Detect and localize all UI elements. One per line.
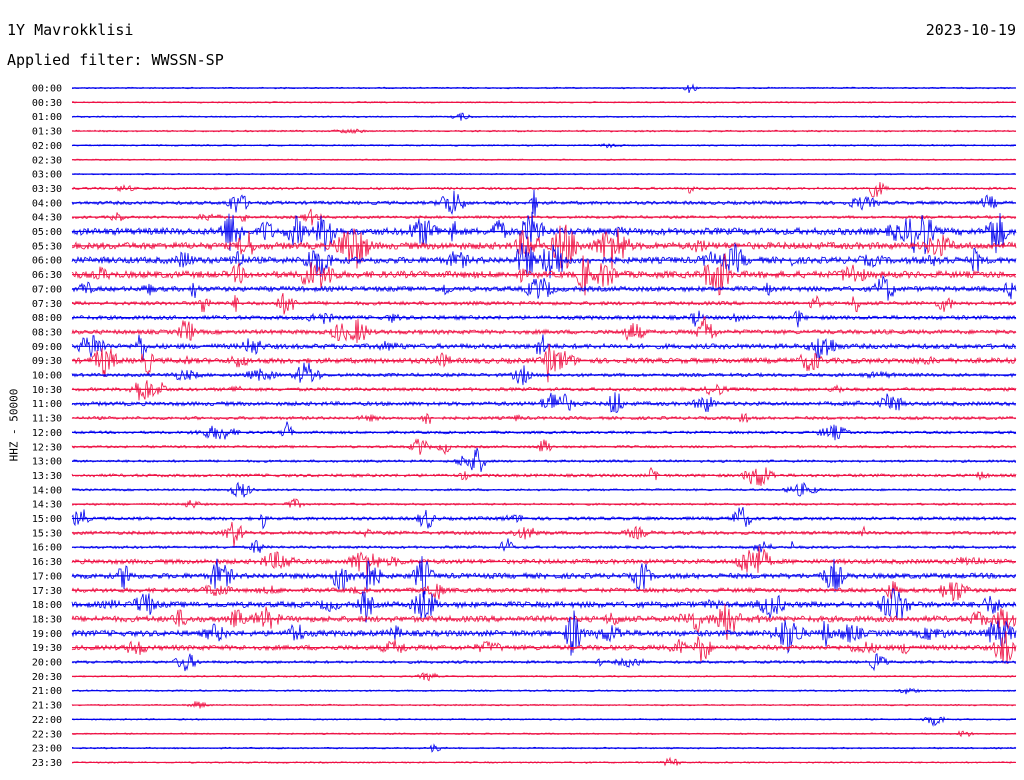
date-label: 2023-10-19 [925, 21, 1016, 39]
seismic-trace [71, 182, 1017, 198]
row-time-label: 06:30 [32, 270, 62, 281]
row-time-label: 08:30 [32, 327, 62, 338]
seismic-trace [71, 438, 1017, 456]
row-time-label: 23:00 [32, 744, 62, 755]
seismic-trace [71, 412, 1017, 425]
seismic-trace [71, 447, 1016, 472]
seismic-trace [72, 224, 1017, 270]
row-time-label: 17:30 [32, 586, 62, 597]
row-time-label: 11:30 [32, 414, 62, 425]
seismic-trace [71, 546, 1017, 576]
row-time-label: 14:00 [32, 485, 62, 496]
seismic-trace [71, 274, 1017, 301]
row-time-label: 01:00 [32, 112, 62, 123]
row-time-label: 07:00 [32, 284, 62, 295]
seismic-trace [71, 506, 1017, 530]
row-time-label: 19:00 [32, 629, 62, 640]
seismic-trace [71, 498, 1017, 509]
row-time-label: 02:00 [32, 141, 62, 152]
row-time-label: 22:30 [32, 729, 62, 740]
row-time-label: 09:00 [32, 342, 62, 353]
seismic-trace [71, 292, 1017, 315]
seismic-trace [71, 481, 1017, 498]
row-time-label: 04:30 [32, 213, 62, 224]
row-time-label: 02:30 [32, 155, 62, 166]
seismic-trace [71, 83, 1017, 94]
seismic-trace [71, 743, 1017, 753]
seismic-trace [71, 101, 1017, 104]
row-time-label: 16:00 [32, 543, 62, 554]
seismic-trace [71, 672, 1017, 682]
row-time-label: 18:00 [32, 600, 62, 611]
seismic-trace [71, 467, 1017, 486]
seismic-trace [71, 587, 1017, 623]
seismic-trace [71, 581, 1017, 602]
row-time-label: 03:00 [32, 170, 62, 181]
row-time-label: 17:00 [32, 571, 62, 582]
seismic-trace [71, 631, 1017, 665]
row-time-label: 01:30 [32, 127, 62, 138]
row-time-label: 21:30 [32, 701, 62, 712]
seismic-trace [71, 343, 1017, 383]
row-time-label: 20:30 [32, 672, 62, 683]
row-time-label: 18:30 [32, 614, 62, 625]
seismic-trace [71, 538, 1017, 553]
row-time-label: 05:30 [32, 241, 62, 252]
seismic-trace [71, 334, 1017, 362]
row-time-label: 05:00 [32, 227, 62, 238]
seismic-trace [71, 189, 1017, 217]
seismic-trace [71, 392, 1017, 413]
row-time-label: 12:00 [32, 428, 62, 439]
row-time-label: 08:00 [32, 313, 62, 324]
row-time-label: 03:30 [32, 184, 62, 195]
seismic-trace [71, 380, 1017, 401]
seismic-trace [71, 653, 1017, 672]
row-time-label: 10:30 [32, 385, 62, 396]
row-time-label: 15:00 [32, 514, 62, 525]
row-time-label: 00:30 [32, 98, 62, 109]
row-time-label: 10:00 [32, 371, 62, 382]
row-time-label: 23:30 [32, 758, 62, 769]
seismic-trace [71, 715, 1017, 727]
row-time-label: 07:30 [32, 299, 62, 310]
seismic-trace [71, 252, 1017, 296]
row-time-label: 04:00 [32, 198, 62, 209]
seismic-trace [71, 128, 1017, 135]
seismic-trace [71, 603, 1017, 640]
row-time-label: 16:30 [32, 557, 62, 568]
row-time-label: 20:00 [32, 658, 62, 669]
seismic-trace [71, 211, 1017, 255]
row-time-label: 00:00 [32, 84, 62, 95]
row-time-label: 11:00 [32, 399, 62, 410]
seismic-trace [71, 730, 1017, 738]
seismic-trace [71, 556, 1017, 598]
seismic-trace [71, 687, 1017, 695]
row-time-label: 13:00 [32, 457, 62, 468]
seismic-trace [72, 421, 1017, 441]
row-time-label: 09:30 [32, 356, 62, 367]
seismic-trace [71, 316, 1017, 344]
seismic-trace [71, 362, 1017, 386]
seismic-trace [71, 158, 1017, 162]
row-time-label: 19:30 [32, 643, 62, 654]
row-time-label: 22:00 [32, 715, 62, 726]
row-time-label: 12:30 [32, 442, 62, 453]
seismic-trace [71, 756, 1017, 767]
seismic-trace [71, 172, 1017, 176]
filter-label: Applied filter: WWSSN-SP [7, 51, 224, 69]
station-title: 1Y Mavrokklisi [7, 21, 134, 39]
seismic-trace [71, 521, 1017, 547]
seismic-trace [71, 242, 1017, 279]
seismic-trace [71, 700, 1017, 709]
row-time-label: 13:30 [32, 471, 62, 482]
row-time-label: 14:30 [32, 500, 62, 511]
seismic-trace [71, 142, 1017, 149]
seismic-trace [71, 112, 1017, 121]
row-time-label: 06:00 [32, 256, 62, 267]
row-time-label: 15:30 [32, 528, 62, 539]
seismic-trace [71, 310, 1017, 328]
row-time-label: 21:00 [32, 686, 62, 697]
seismic-trace [71, 610, 1017, 656]
